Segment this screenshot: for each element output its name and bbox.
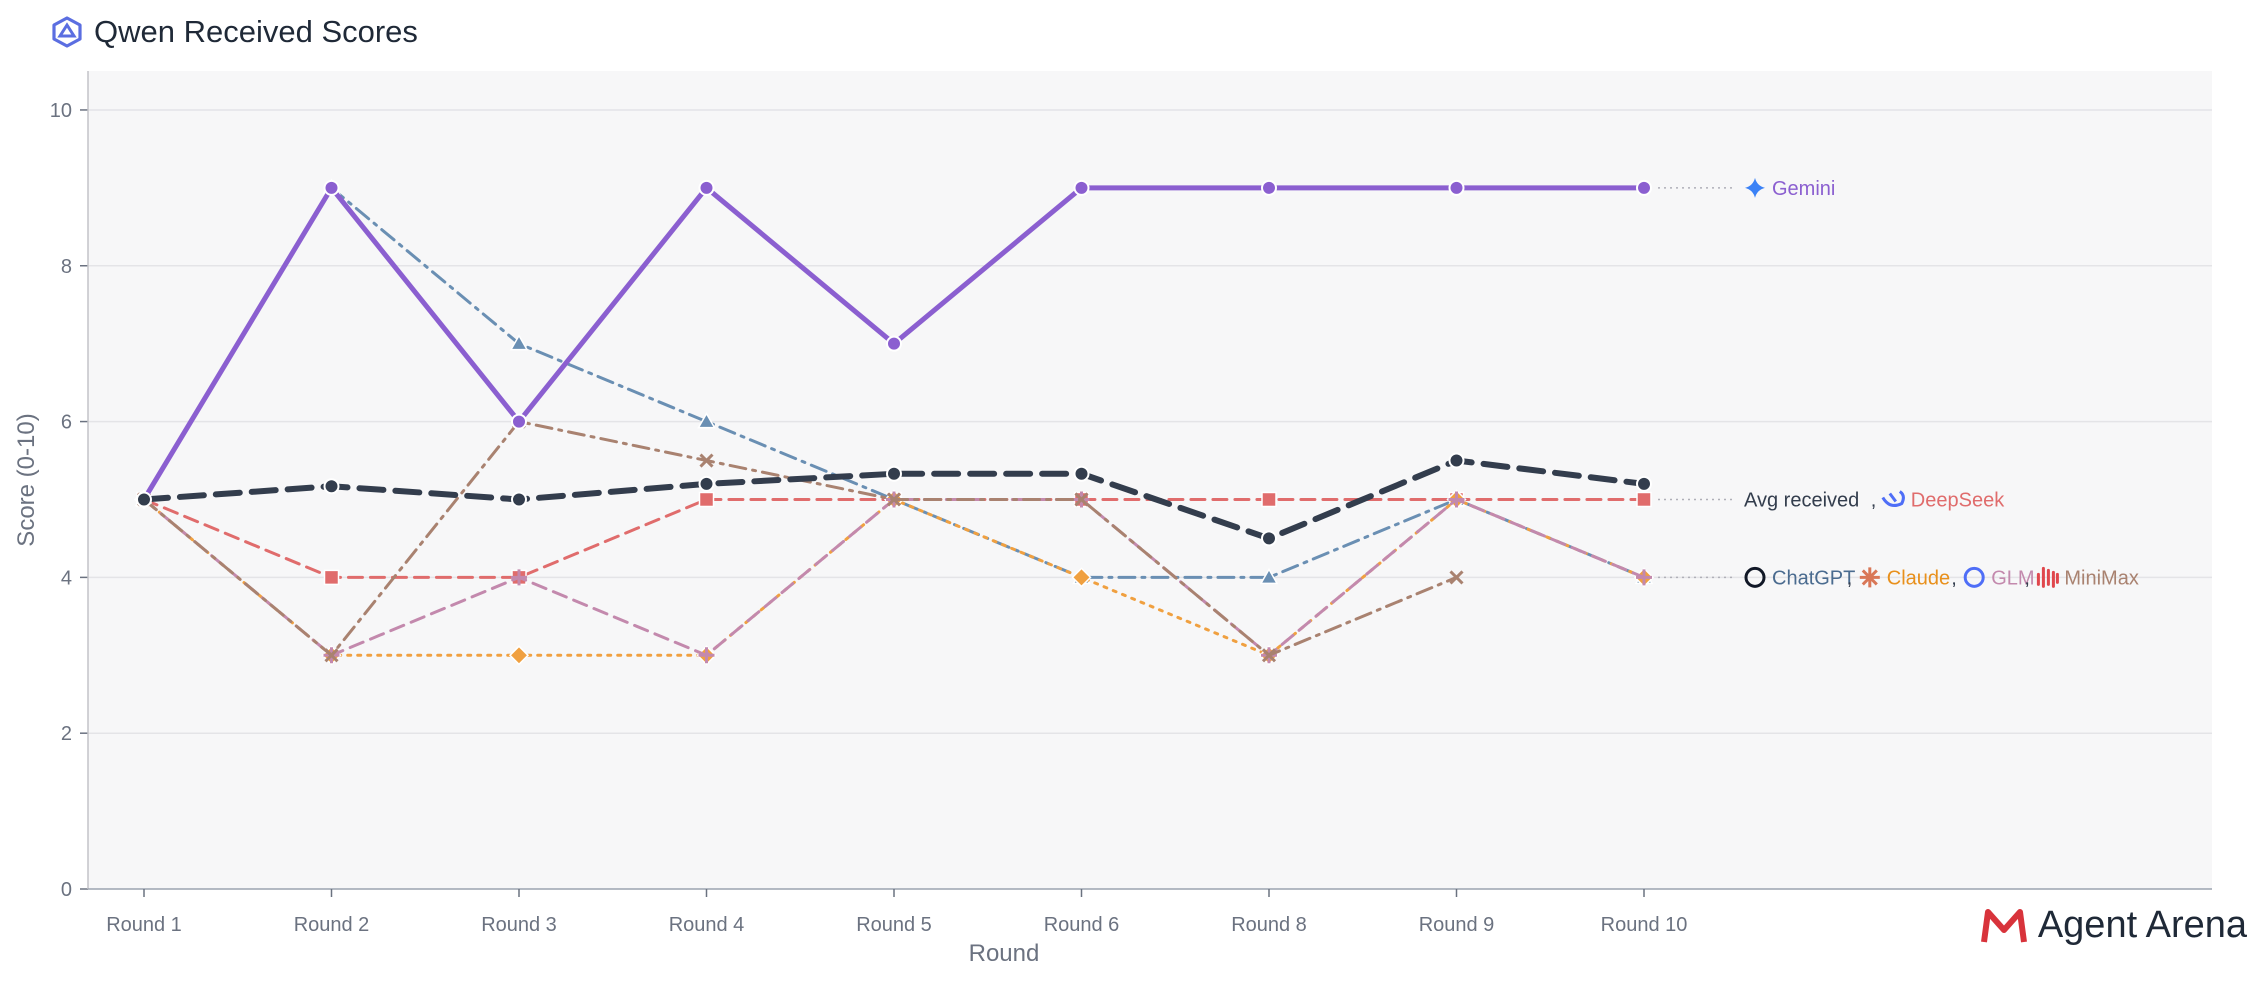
data-point-minimax xyxy=(1449,570,1464,585)
data-point-glm xyxy=(698,647,715,664)
axes: 0 2 4 6 8 10 Round 1 Round 2 Round 3 Round 4 Round… xyxy=(50,71,2212,936)
chart-header: Qwen Received Scores xyxy=(50,12,418,52)
qwen-logo-icon xyxy=(52,16,82,48)
data-point-avg-received xyxy=(698,475,715,492)
x-tick-label: Round 4 xyxy=(669,914,745,936)
series-line-avg-received xyxy=(141,457,1647,542)
gemini-icon xyxy=(1745,177,1765,198)
data-point-minimax xyxy=(324,648,339,663)
x-tick-label: Round 3 xyxy=(481,914,557,936)
claude-icon xyxy=(1859,567,1880,588)
data-point-avg-received xyxy=(886,465,902,482)
end-label-glm: GLM xyxy=(1991,567,2034,589)
data-point-claude xyxy=(508,645,530,666)
data-point-avg-received xyxy=(1636,475,1652,492)
y-tick-label: 6 xyxy=(61,412,72,434)
end-label-group: ChatGPT, Claude, GLM, MiniMax xyxy=(1658,566,2139,589)
data-point-avg-received xyxy=(1073,465,1090,482)
data-point-gemini xyxy=(1261,179,1277,196)
x-tick-label: Round 1 xyxy=(106,914,182,936)
x-tick-label: Round 10 xyxy=(1601,914,1688,936)
y-tick-label: 2 xyxy=(61,723,72,745)
data-point-chatgpt xyxy=(697,412,716,429)
glm-icon xyxy=(1963,566,1985,588)
data-point-gemini xyxy=(323,179,340,196)
x-tick-label: Round 9 xyxy=(1419,914,1495,936)
y-axis-title: Score (0-10) xyxy=(13,413,40,546)
data-point-deepseek xyxy=(1261,491,1277,508)
agent-arena-logo-icon xyxy=(1980,908,2027,942)
data-point-glm xyxy=(1448,491,1465,508)
data-point-gemini xyxy=(1448,179,1465,196)
data-point-minimax xyxy=(886,492,902,507)
data-point-gemini xyxy=(511,413,527,430)
end-label-group: Avg received, DeepSeek xyxy=(1658,489,2005,511)
label-separator: , xyxy=(2024,567,2030,589)
end-label-gemini: Gemini xyxy=(1772,178,1835,200)
chart-title: Qwen Received Scores xyxy=(94,14,418,49)
data-point-claude xyxy=(1071,567,1092,588)
data-point-gemini xyxy=(886,335,902,352)
end-label-group: Gemini xyxy=(1658,177,1835,200)
data-point-chatgpt xyxy=(1259,567,1279,585)
x-tick-label: Round 2 xyxy=(294,914,370,936)
data-point-gemini xyxy=(1636,179,1652,196)
brand-name: Agent Arena xyxy=(2037,904,2247,946)
data-point-deepseek xyxy=(323,569,340,586)
data-point-gemini xyxy=(1073,179,1090,196)
label-separator: , xyxy=(1951,567,1957,589)
y-tick-label: 10 xyxy=(50,100,72,122)
x-tick-label: Round 6 xyxy=(1044,914,1120,936)
data-point-avg-received xyxy=(1261,530,1277,547)
end-label-avg-received: Avg received xyxy=(1744,489,1859,511)
end-label-deepseek: DeepSeek xyxy=(1911,489,2005,511)
data-point-minimax xyxy=(1261,648,1277,663)
y-tick-label: 4 xyxy=(61,567,72,589)
x-axis-title: Round xyxy=(969,940,1040,967)
end-label-chatgpt: ChatGPT xyxy=(1772,567,1855,589)
end-label-minimax: MiniMax xyxy=(2064,567,2138,589)
data-point-minimax xyxy=(1074,492,1089,507)
data-point-avg-received xyxy=(511,491,527,508)
brand-logo: Agent Arena xyxy=(1980,904,2247,947)
label-separator: , xyxy=(1871,489,1877,511)
data-point-minimax xyxy=(699,453,714,468)
data-point-glm xyxy=(1636,569,1652,586)
data-point-chatgpt xyxy=(509,334,529,351)
data-point-deepseek xyxy=(698,491,715,508)
data-point-avg-received xyxy=(136,491,152,508)
series-gemini xyxy=(136,179,1652,508)
data-point-avg-received xyxy=(1448,452,1465,469)
data-point-glm xyxy=(511,569,527,586)
y-tick-label: 8 xyxy=(61,256,72,278)
end-label-claude: Claude xyxy=(1887,567,1950,589)
x-tick-label: Round 8 xyxy=(1231,914,1307,936)
x-tick-label: Round 5 xyxy=(856,914,932,936)
series-avg-received xyxy=(136,452,1652,547)
series-layer xyxy=(133,178,1655,666)
deepseek-icon xyxy=(1881,490,1905,507)
y-tick-label: 0 xyxy=(61,879,72,901)
data-point-avg-received xyxy=(323,478,340,495)
minimax-icon xyxy=(2036,566,2059,588)
data-point-deepseek xyxy=(1636,491,1652,508)
label-separator: , xyxy=(1847,567,1853,589)
plot-background xyxy=(88,71,2212,889)
data-point-gemini xyxy=(698,179,715,196)
chatgpt-icon xyxy=(1744,566,1766,588)
